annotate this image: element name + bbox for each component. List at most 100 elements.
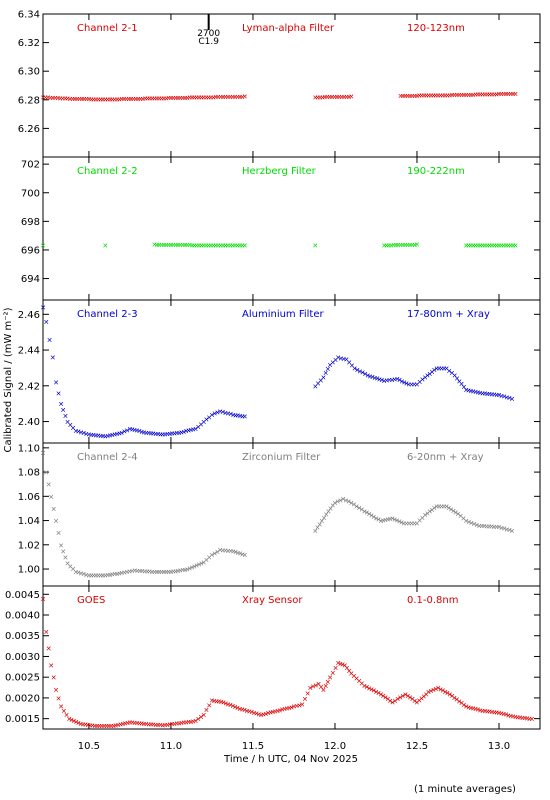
data-point: ✕ <box>156 241 162 249</box>
event-time-label: 2700 <box>197 29 220 39</box>
data-point: ✕ <box>70 95 76 103</box>
data-point: ✕ <box>73 568 79 576</box>
band-label: 0.1-0.8nm <box>407 595 459 606</box>
data-point: ✕ <box>381 377 387 385</box>
data-point: ✕ <box>45 94 51 102</box>
data-point: ✕ <box>191 563 197 571</box>
data-point: ✕ <box>381 242 387 250</box>
data-point: ✕ <box>319 518 325 526</box>
data-point: ✕ <box>400 242 406 250</box>
data-point: ✕ <box>212 550 218 558</box>
data-point: ✕ <box>470 388 476 396</box>
data-point: ✕ <box>436 365 442 373</box>
data-point: ✕ <box>414 241 420 249</box>
data-point: ✕ <box>209 411 215 419</box>
data-point: ✕ <box>213 94 219 102</box>
data-point: ✕ <box>105 96 111 104</box>
data-point: ✕ <box>173 242 179 250</box>
data-point: ✕ <box>246 708 252 716</box>
data-point: ✕ <box>139 720 145 728</box>
data-point: ✕ <box>154 568 160 576</box>
data-point: ✕ <box>152 568 158 576</box>
data-point: ✕ <box>172 720 178 728</box>
panel-1: 6.26 6.28 6.30 6.32 6.34 Channel 2-1 Lyman-alp… <box>18 10 541 158</box>
data-point: ✕ <box>330 359 336 367</box>
data-point: ✕ <box>476 522 482 530</box>
y-tick-label: 696 <box>21 245 40 256</box>
data-point: ✕ <box>470 91 476 99</box>
data-point: ✕ <box>468 387 474 395</box>
data-point: ✕ <box>146 721 152 729</box>
data-point: ✕ <box>440 687 446 695</box>
data-point: ✕ <box>190 718 196 726</box>
data-point: ✕ <box>169 721 175 729</box>
data-point: ✕ <box>456 92 462 100</box>
data-point: ✕ <box>174 430 180 438</box>
y-tick-label: 700 <box>21 188 40 199</box>
data-point: ✕ <box>494 242 500 250</box>
data-point: ✕ <box>162 722 168 730</box>
data-point: ✕ <box>175 95 181 103</box>
data-point: ✕ <box>421 693 427 701</box>
data-point: ✕ <box>46 481 52 489</box>
data-point: ✕ <box>321 514 327 522</box>
data-point: ✕ <box>484 523 490 531</box>
data-point: ✕ <box>487 91 493 99</box>
data-point: ✕ <box>426 689 432 697</box>
data-point: ✕ <box>153 430 159 438</box>
data-point: ✕ <box>330 502 336 510</box>
data-point: ✕ <box>148 430 154 438</box>
data-point: ✕ <box>182 566 188 574</box>
data-point: ✕ <box>487 242 493 250</box>
data-point: ✕ <box>494 523 500 531</box>
data-point: ✕ <box>194 94 200 102</box>
data-point: ✕ <box>218 94 224 102</box>
data-point: ✕ <box>242 93 248 101</box>
data-point: ✕ <box>489 523 495 531</box>
y-tick-label: 0.0035 <box>5 631 40 642</box>
data-point: ✕ <box>81 96 87 104</box>
data-point: ✕ <box>100 572 106 580</box>
data-point: ✕ <box>508 242 514 250</box>
data-point: ✕ <box>88 96 94 104</box>
data-point: ✕ <box>452 92 458 100</box>
data-point: ✕ <box>440 92 446 100</box>
data-point: ✕ <box>167 721 173 729</box>
data-point: ✕ <box>132 567 138 575</box>
data-point: ✕ <box>494 91 500 99</box>
data-point: ✕ <box>166 95 172 103</box>
data-point: ✕ <box>204 416 210 424</box>
data-point: ✕ <box>509 527 515 535</box>
data-point: ✕ <box>335 498 341 506</box>
data-point: ✕ <box>362 508 368 516</box>
data-point: ✕ <box>183 719 189 727</box>
data-point: ✕ <box>430 687 436 695</box>
data-point: ✕ <box>107 432 113 440</box>
data-point: ✕ <box>212 410 218 418</box>
data-point: ✕ <box>204 707 210 715</box>
data-point: ✕ <box>232 703 238 711</box>
data-point: ✕ <box>90 722 96 730</box>
data-point: ✕ <box>480 390 486 398</box>
data-point: ✕ <box>508 712 514 720</box>
data-point: ✕ <box>170 95 176 103</box>
data-point: ✕ <box>385 696 391 704</box>
data-point: ✕ <box>225 94 231 102</box>
data-point: ✕ <box>235 704 241 712</box>
data-point: ✕ <box>125 719 131 727</box>
data-point: ✕ <box>412 92 418 100</box>
data-point: ✕ <box>450 507 456 515</box>
data-point: ✕ <box>480 91 486 99</box>
data-point: ✕ <box>468 519 474 527</box>
data-point: ✕ <box>159 568 165 576</box>
data-point: ✕ <box>242 242 248 250</box>
data-point: ✕ <box>321 687 327 695</box>
data-point: ✕ <box>416 92 422 100</box>
data-point: ✕ <box>501 242 507 250</box>
data-point: ✕ <box>201 419 207 427</box>
data-point: ✕ <box>294 703 300 711</box>
data-point: ✕ <box>50 354 56 362</box>
data-point: ✕ <box>135 95 141 103</box>
y-tick-label: 1.06 <box>18 492 40 503</box>
data-point: ✕ <box>98 432 104 440</box>
